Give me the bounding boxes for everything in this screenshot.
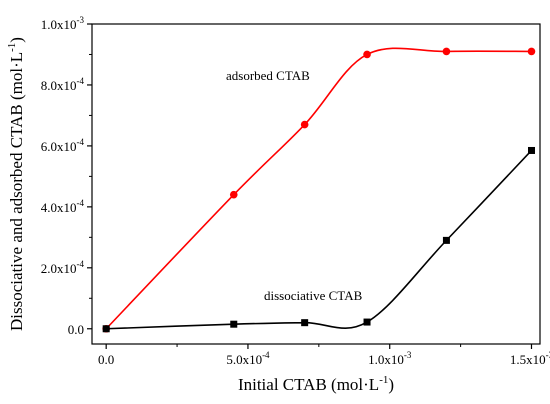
plot-frame bbox=[91, 23, 541, 345]
y-tick-label-5: 1.0x10-3 bbox=[41, 15, 85, 32]
y-tick-label-3: 6.0x10-4 bbox=[41, 137, 85, 154]
data-point-1-0 bbox=[102, 325, 110, 333]
series-line-0 bbox=[105, 47, 532, 330]
series-label-dissociative: dissociative CTAB bbox=[264, 288, 363, 303]
data-point-1-1 bbox=[230, 320, 238, 328]
y-axis-title: Dissociative and adsorbed CTAB (mol·L-1) bbox=[6, 37, 26, 331]
x-tick-label-2: 1.0x10-3 bbox=[368, 350, 412, 367]
data-point-1-3 bbox=[363, 318, 371, 326]
y-tick-label-1: 2.0x10-4 bbox=[41, 259, 85, 276]
data-point-0-2 bbox=[300, 120, 309, 129]
axis-layer: 0.0 5.0x10-4 1.0x10-3 1.5x10-3 0.0 2.0x10-4 4.… bbox=[41, 15, 550, 367]
data-point-0-4 bbox=[442, 47, 451, 56]
x-tick-label-3: 1.5x10-3 bbox=[510, 350, 550, 367]
data-point-1-2 bbox=[301, 319, 309, 327]
x-tick-label-1: 5.0x10-4 bbox=[226, 350, 270, 367]
y-tick-label-2: 4.0x10-4 bbox=[41, 198, 85, 215]
series-layer bbox=[102, 47, 536, 333]
data-point-0-5 bbox=[527, 47, 536, 56]
x-axis-title: Initial CTAB (mol·L-1) bbox=[238, 374, 394, 394]
series-line-1 bbox=[106, 149, 533, 330]
data-point-1-4 bbox=[442, 236, 450, 244]
series-label-adsorbed: adsorbed CTAB bbox=[226, 68, 310, 83]
x-tick-label-0: 0.0 bbox=[98, 352, 114, 367]
data-point-0-1 bbox=[229, 190, 238, 199]
y-tick-label-4: 8.0x10-4 bbox=[41, 76, 85, 93]
data-point-1-5 bbox=[527, 146, 535, 154]
data-point-0-3 bbox=[363, 50, 371, 59]
y-tick-label-0: 0.0 bbox=[68, 322, 84, 337]
